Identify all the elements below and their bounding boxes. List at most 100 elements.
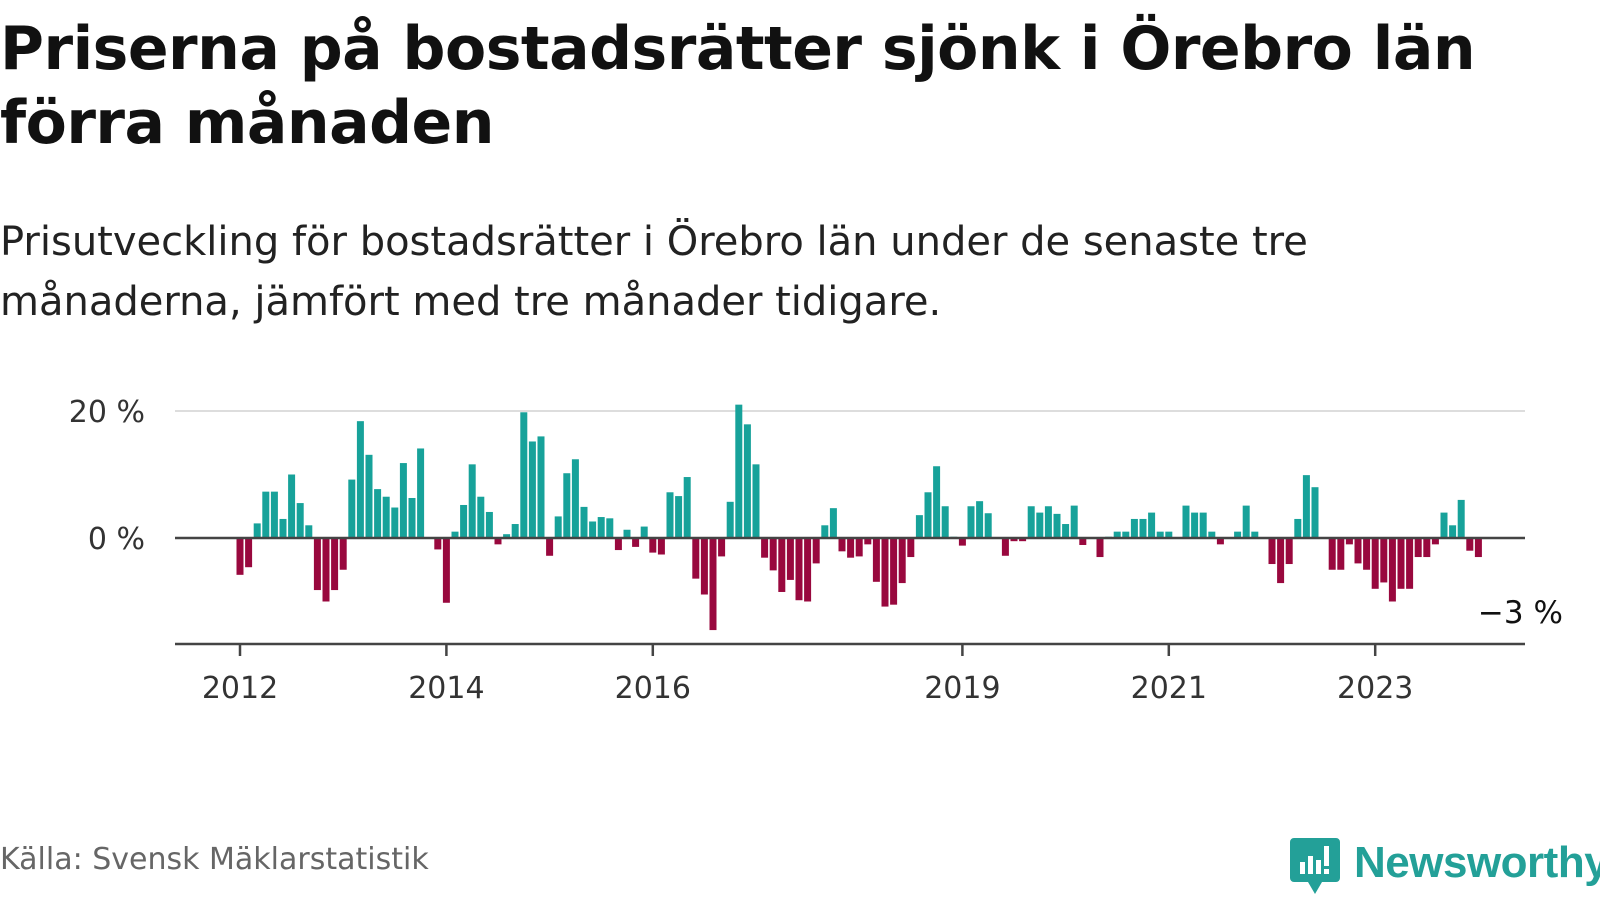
bar <box>503 534 511 538</box>
bar <box>245 538 253 568</box>
bar <box>855 538 863 557</box>
bar <box>1474 538 1482 558</box>
bar <box>675 496 683 538</box>
bar <box>1019 538 1027 542</box>
bar <box>761 538 769 558</box>
bar <box>1311 487 1319 538</box>
bar <box>417 448 425 538</box>
bar <box>1130 518 1138 538</box>
bar <box>718 538 726 557</box>
x-tick-label: 2021 <box>1131 671 1207 706</box>
bar <box>847 538 855 558</box>
bar <box>589 521 597 538</box>
bar <box>313 538 321 591</box>
newsworthy-bar-chart-logo-icon <box>1290 838 1340 894</box>
bar <box>356 421 364 538</box>
bar <box>683 477 691 538</box>
bar <box>769 538 777 571</box>
bar <box>881 538 889 607</box>
bar <box>494 538 502 545</box>
x-tick-label: 2012 <box>202 671 278 706</box>
bar <box>1053 513 1061 538</box>
bar <box>1328 538 1336 570</box>
bar <box>408 497 416 538</box>
bar <box>580 506 588 538</box>
bar <box>1208 531 1216 538</box>
bar <box>571 459 579 538</box>
bar <box>537 436 545 538</box>
bar <box>1302 475 1310 538</box>
source-note: Källa: Svensk Mäklarstatistik <box>0 842 429 877</box>
bar <box>984 513 992 538</box>
bar <box>1431 538 1439 545</box>
bar <box>1251 531 1259 538</box>
bar <box>778 538 786 592</box>
bar <box>1363 538 1371 570</box>
bar <box>1182 505 1190 538</box>
bar <box>1010 538 1018 542</box>
bars <box>236 404 1482 631</box>
bar <box>270 491 278 538</box>
bar <box>786 538 794 580</box>
y-tick-label: 0 % <box>88 522 145 557</box>
bar <box>1001 538 1009 556</box>
bar <box>288 474 296 538</box>
bar <box>812 538 820 564</box>
bar <box>305 525 313 538</box>
bar <box>1397 538 1405 589</box>
bar <box>1354 538 1362 564</box>
bar <box>915 515 923 538</box>
chart-title: Priserna på bostadsrätter sjönk i Örebro… <box>0 14 1476 158</box>
bar <box>614 538 622 551</box>
bar <box>485 511 493 538</box>
x-tick-label: 2016 <box>615 671 691 706</box>
bar-chart: 0 % 20 % 2012 2014 2016 2019 2021 2023 −3 % <box>69 395 1563 706</box>
bar <box>1449 525 1457 538</box>
bar <box>279 518 287 538</box>
bar <box>623 529 631 538</box>
bar <box>795 538 803 601</box>
bar <box>735 404 743 538</box>
bar <box>743 424 751 538</box>
bar <box>709 538 717 631</box>
bar <box>1337 538 1345 570</box>
bar <box>296 503 304 538</box>
bar <box>1139 518 1147 538</box>
bar <box>666 492 674 538</box>
bar <box>442 538 450 603</box>
bar <box>1062 524 1070 538</box>
bar <box>1027 506 1035 538</box>
bar <box>838 538 846 552</box>
bar <box>253 523 261 538</box>
last-value-label: −3 % <box>1478 595 1563 631</box>
bar <box>477 496 485 538</box>
bar <box>1414 538 1422 558</box>
bar <box>1234 531 1242 538</box>
bar <box>1294 518 1302 538</box>
newsworthy-logo: Newsworthy <box>1290 838 1600 898</box>
bar <box>554 516 562 538</box>
bar <box>632 538 640 547</box>
bar <box>692 538 700 579</box>
x-tick-label: 2023 <box>1337 671 1413 706</box>
brand-name: Newsworthy <box>1354 838 1600 887</box>
bar <box>528 441 536 538</box>
bar <box>374 489 382 538</box>
x-tick-label: 2019 <box>924 671 1000 706</box>
bar <box>829 508 837 538</box>
bar <box>322 538 330 602</box>
bar <box>804 538 812 602</box>
bar <box>391 507 399 538</box>
bar <box>941 506 949 538</box>
bar <box>1036 512 1044 538</box>
bar <box>331 538 339 591</box>
bar <box>1165 531 1173 538</box>
bar <box>563 473 571 538</box>
bar <box>1371 538 1379 589</box>
bar <box>1277 538 1285 584</box>
chart-subtitle: Prisutveckling för bostadsrätter i Örebr… <box>0 219 1308 325</box>
bar <box>460 504 468 538</box>
bar <box>821 525 829 538</box>
bar <box>890 538 898 605</box>
bar <box>546 538 554 556</box>
